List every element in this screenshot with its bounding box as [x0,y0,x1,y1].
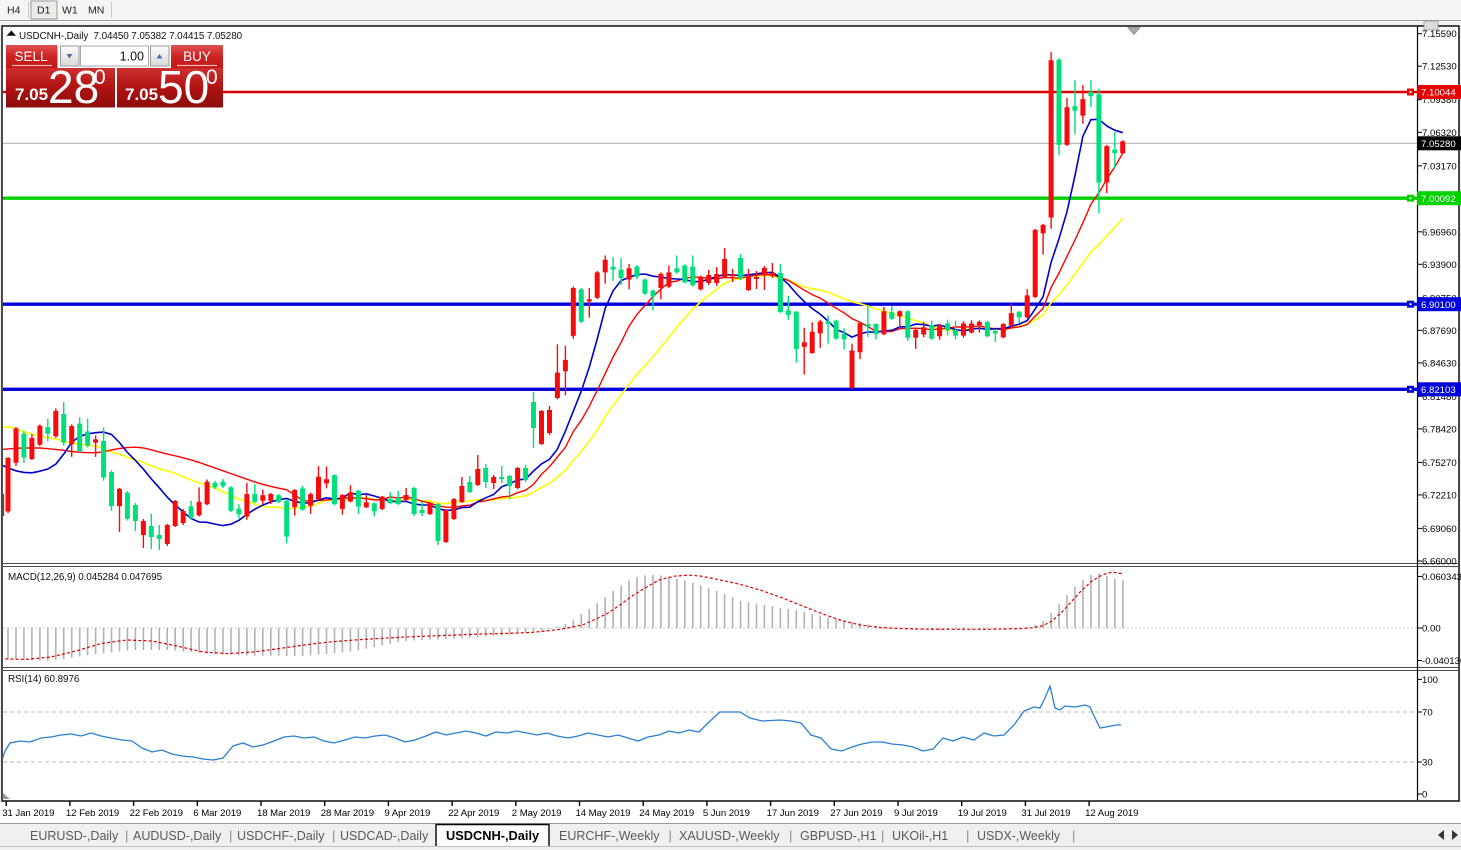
svg-text:7.09380: 7.09380 [1422,95,1457,106]
svg-text:6.66000: 6.66000 [1422,557,1457,568]
svg-text:24 May 2019: 24 May 2019 [639,808,694,819]
svg-text:GBPUSD-,H1: GBPUSD-,H1 [800,829,876,843]
svg-text:UKOil-,H1: UKOil-,H1 [892,829,948,843]
svg-text:22 Feb 2019: 22 Feb 2019 [130,808,183,819]
svg-text:6 Mar 2019: 6 Mar 2019 [193,808,241,819]
svg-text:14 May 2019: 14 May 2019 [576,808,631,819]
svg-text:USDX-,Weekly: USDX-,Weekly [977,829,1061,843]
svg-text:6.72210: 6.72210 [1422,490,1457,501]
svg-text:AUDUSD-,Daily: AUDUSD-,Daily [133,829,222,843]
svg-text:-0.040136: -0.040136 [1422,656,1461,667]
svg-text:0.060343: 0.060343 [1422,572,1461,583]
svg-text:0: 0 [206,66,218,89]
svg-text:1.00: 1.00 [120,50,144,64]
svg-text:6.81480: 6.81480 [1422,392,1457,403]
svg-text:MACD(12,26,9) 0.045284 0.04769: MACD(12,26,9) 0.045284 0.047695 [8,572,163,583]
svg-text:D1: D1 [37,5,51,17]
svg-text:6.90100: 6.90100 [1421,300,1456,311]
svg-text:EURUSD-,Daily: EURUSD-,Daily [30,829,119,843]
svg-text:6.93900: 6.93900 [1422,260,1457,271]
svg-text:22 Apr 2019: 22 Apr 2019 [448,808,499,819]
svg-text:|: | [125,828,128,843]
svg-text:0: 0 [1422,790,1427,801]
svg-text:MN: MN [88,5,104,17]
svg-text:17 Jun 2019: 17 Jun 2019 [767,808,819,819]
svg-text:12 Aug 2019: 12 Aug 2019 [1085,808,1138,819]
svg-text:6.87690: 6.87690 [1422,326,1457,337]
svg-text:7.05280: 7.05280 [1421,139,1456,150]
svg-text:50: 50 [158,61,209,113]
svg-text:|: | [332,828,335,843]
svg-text:|: | [881,828,884,843]
svg-text:|: | [966,828,969,843]
svg-text:100: 100 [1422,675,1438,686]
svg-text:31 Jul 2019: 31 Jul 2019 [1021,808,1070,819]
svg-text:|: | [789,828,792,843]
svg-text:7.15590: 7.15590 [1422,29,1457,40]
svg-text:7.00092: 7.00092 [1421,194,1456,205]
svg-text:0.00: 0.00 [1422,624,1441,635]
svg-text:USDCNH-,Daily: USDCNH-,Daily [446,828,540,843]
svg-text:H4: H4 [7,5,21,17]
svg-text:28: 28 [48,61,99,113]
svg-text:9 Apr 2019: 9 Apr 2019 [384,808,430,819]
svg-text:19 Jul 2019: 19 Jul 2019 [958,808,1007,819]
svg-text:6.69060: 6.69060 [1422,524,1457,535]
svg-text:0: 0 [94,66,106,89]
svg-text:RSI(14) 60.8976: RSI(14) 60.8976 [8,674,80,685]
svg-text:6.78420: 6.78420 [1422,424,1457,435]
svg-text:7.10044: 7.10044 [1421,88,1456,99]
svg-text:EURCHF-,Weekly: EURCHF-,Weekly [559,829,660,843]
svg-text:6.84630: 6.84630 [1422,358,1457,369]
svg-text:31 Jan 2019: 31 Jan 2019 [2,808,54,819]
svg-text:7.05: 7.05 [15,85,48,104]
svg-text:USDCAD-,Daily: USDCAD-,Daily [340,829,429,843]
svg-text:|: | [669,828,672,843]
svg-text:|: | [229,828,232,843]
svg-text:USDCNH-,Daily 7.04450 7.05382: USDCNH-,Daily 7.04450 7.05382 7.04415 7.… [19,31,243,42]
svg-text:70: 70 [1422,708,1433,719]
svg-text:7.06320: 7.06320 [1422,128,1457,139]
svg-text:6.96960: 6.96960 [1422,227,1457,238]
svg-text:|: | [1072,828,1075,843]
svg-text:USDCHF-,Daily: USDCHF-,Daily [237,829,325,843]
svg-text:28 Mar 2019: 28 Mar 2019 [321,808,374,819]
svg-text:SELL: SELL [14,49,48,64]
svg-text:9 Jul 2019: 9 Jul 2019 [894,808,938,819]
svg-text:6.75270: 6.75270 [1422,458,1457,469]
svg-text:XAUUSD-,Weekly: XAUUSD-,Weekly [679,829,780,843]
svg-text:5 Jun 2019: 5 Jun 2019 [703,808,750,819]
svg-text:6.82103: 6.82103 [1421,385,1456,396]
svg-text:30: 30 [1422,758,1433,769]
svg-text:27 Jun 2019: 27 Jun 2019 [830,808,882,819]
svg-text:7.05: 7.05 [125,85,158,104]
svg-text:12 Feb 2019: 12 Feb 2019 [66,808,119,819]
svg-text:7.12530: 7.12530 [1422,62,1457,73]
svg-text:7.03170: 7.03170 [1422,161,1457,172]
svg-text:BUY: BUY [183,49,211,64]
svg-text:2 May 2019: 2 May 2019 [512,808,562,819]
svg-text:W1: W1 [62,5,78,17]
svg-text:18 Mar 2019: 18 Mar 2019 [257,808,310,819]
